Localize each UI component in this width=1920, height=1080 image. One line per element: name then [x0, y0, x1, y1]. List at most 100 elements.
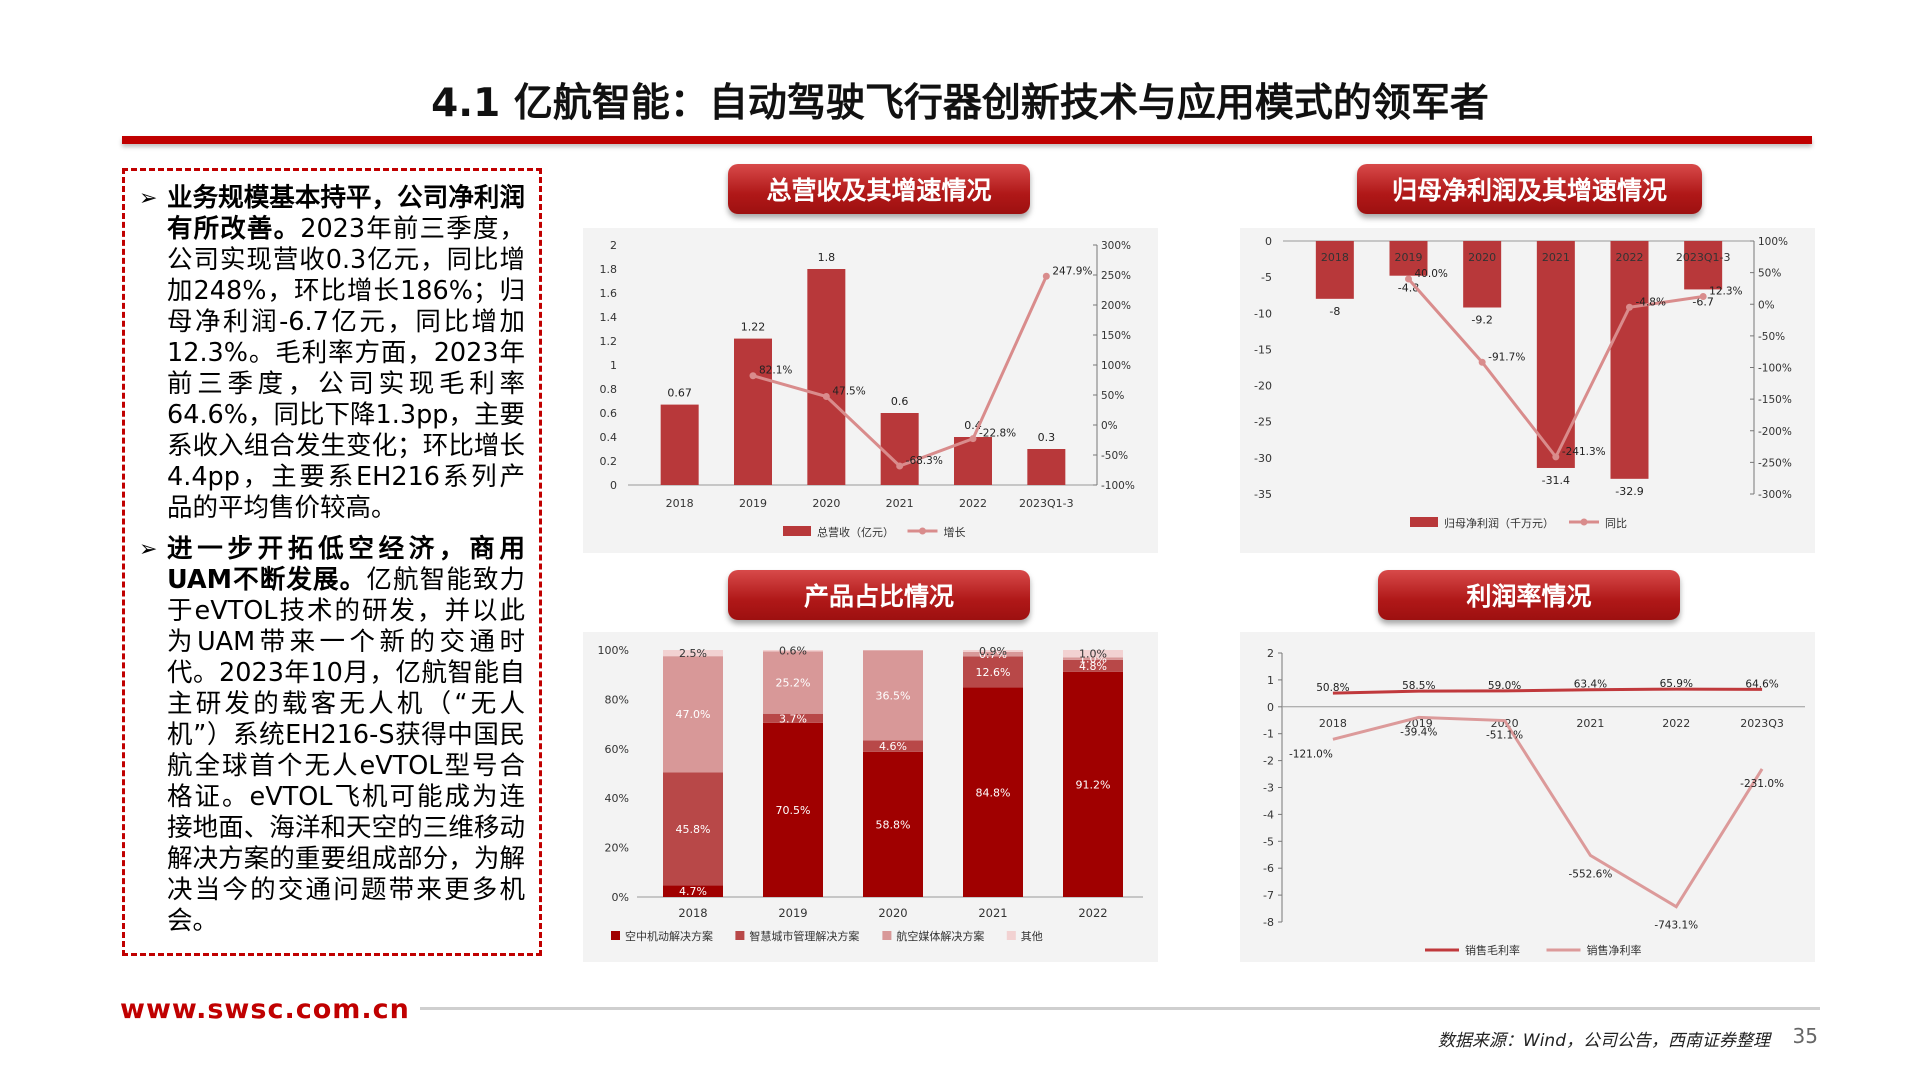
segment-value-label: 2.5% — [679, 647, 707, 660]
y-left-tick-label: 1.4 — [600, 311, 618, 324]
data-source: 数据来源：Wind，公司公告，西南证券整理 — [1437, 1031, 1770, 1051]
bar-value-label: -31.4 — [1542, 474, 1570, 487]
y-right-tick-label: 100% — [1758, 236, 1788, 248]
bar — [734, 338, 772, 485]
stacked-segment — [763, 650, 823, 652]
y-left-tick-label: -30 — [1254, 452, 1272, 465]
x-tick-label: 2022 — [1662, 717, 1690, 730]
legend-label: 销售毛利率 — [1465, 943, 1520, 957]
stacked-segment — [663, 772, 723, 886]
y-right-tick-label: -50% — [1101, 450, 1128, 462]
segment-value-label: 4.6% — [879, 740, 907, 753]
segment-value-label: 12.6% — [976, 666, 1011, 679]
y-right-tick-label: 50% — [1758, 268, 1781, 280]
y-left-tick-label: 2 — [610, 239, 617, 252]
growth-value-label: -22.8% — [979, 428, 1016, 440]
growth-value-label: -4.8% — [1636, 296, 1666, 308]
bar — [807, 269, 846, 485]
footer-url: www.swsc.com.cn — [120, 994, 410, 1025]
growth-value-label: -68.3% — [906, 455, 943, 467]
growth-point — [1405, 275, 1412, 283]
legend-marker-line — [919, 527, 926, 535]
margin-value-label: -121.0% — [1289, 748, 1333, 760]
margin-value-label: 65.9% — [1660, 678, 1693, 690]
legend-swatch — [611, 931, 620, 940]
legend-label-bars: 总营收（亿元） — [817, 525, 894, 539]
bar — [1027, 449, 1066, 485]
y-left-tick-label: -25 — [1254, 416, 1272, 429]
segment-value-label: 91.2% — [1076, 778, 1111, 791]
bar-value-label: -9.2 — [1471, 314, 1492, 327]
y-right-tick-label: 300% — [1101, 240, 1131, 252]
bullet-2-body: 亿航智能致力于eVTOL技术的研发，并以此为UAM带来一个新的交通时代。2023… — [167, 565, 525, 936]
bar-value-label: -8 — [1329, 305, 1340, 318]
y-right-tick-label: 0% — [1758, 299, 1775, 311]
stacked-segment — [963, 650, 1023, 652]
page-number: 35 — [1792, 1024, 1818, 1048]
title-underline — [122, 136, 1812, 144]
bar — [660, 404, 699, 485]
legend-label: 智慧城市管理解决方案 — [749, 929, 859, 943]
x-tick-label: 2022 — [1616, 251, 1644, 264]
y-left-tick-label: 0 — [610, 479, 617, 492]
growth-value-label: 12.3% — [1709, 285, 1742, 297]
y-tick-label: 2 — [1267, 647, 1274, 660]
segment-value-label: 0.6% — [779, 645, 807, 658]
y-tick-label: 20% — [605, 842, 629, 855]
x-tick-label: 2020 — [812, 497, 840, 510]
growth-value-label: -91.7% — [1488, 351, 1525, 363]
y-tick-label: 0% — [612, 891, 629, 904]
margin-value-label: 63.4% — [1574, 679, 1607, 691]
growth-point — [822, 393, 830, 400]
y-right-tick-label: 100% — [1101, 360, 1131, 372]
stacked-segment — [663, 650, 723, 657]
bar-value-label: -32.9 — [1615, 485, 1643, 498]
y-left-tick-label: -35 — [1254, 488, 1272, 501]
stacked-segment — [863, 740, 923, 752]
y-tick-label: -3 — [1263, 782, 1274, 795]
stacked-segment — [763, 651, 823, 714]
segment-value-label: 45.8% — [676, 823, 711, 836]
panel-revenue-bg — [583, 228, 1158, 553]
bar — [954, 437, 992, 485]
margin-value-label: 64.6% — [1745, 678, 1778, 690]
y-tick-label: -4 — [1263, 808, 1274, 821]
bar-value-label: 1.22 — [741, 321, 766, 334]
stacked-segment — [863, 650, 923, 741]
stacked-segment — [863, 751, 923, 897]
growth-point — [896, 462, 904, 470]
bar-value-label: 1.8 — [818, 251, 836, 264]
y-left-tick-label: 0 — [1265, 235, 1272, 248]
margin-value-label: -743.1% — [1654, 920, 1698, 932]
y-tick-label: -7 — [1263, 889, 1274, 902]
stacked-segment — [1063, 650, 1123, 658]
y-left-tick-label: 0.6 — [600, 407, 618, 420]
arrow-bullet-icon: ➢ — [139, 537, 158, 562]
chart-mix: 0% 20% 40% 60% 80% 100% 4.7% 45.8% 47.0% 2.5% 2018… — [598, 644, 1143, 943]
segment-value-label: 84.8% — [976, 786, 1011, 799]
legend-label: 航空媒体解决方案 — [896, 929, 984, 943]
banner-mix: 产品占比情况 — [728, 570, 1030, 620]
bullet-2-head: 进一步开拓低空经济，商用UAM不断发展。 — [167, 534, 525, 595]
bar — [1315, 241, 1354, 299]
x-tick-label: 2023Q1-3 — [1676, 251, 1731, 264]
x-tick-label: 2020 — [878, 906, 907, 920]
x-tick-label: 2019 — [739, 497, 767, 510]
x-tick-label: 2021 — [978, 906, 1007, 920]
x-tick-label: 2022 — [1078, 906, 1107, 920]
legend-label-bars: 归母净利润（千万元） — [1444, 516, 1554, 530]
bar — [1684, 241, 1723, 290]
growth-value-label: 82.1% — [759, 365, 792, 377]
y-tick-label: 60% — [605, 743, 629, 756]
margin-value-label: 58.5% — [1402, 680, 1435, 692]
y-right-tick-label: 250% — [1101, 270, 1131, 282]
banner-revenue: 总营收及其增速情况 — [728, 164, 1030, 214]
legend-marker-line — [1580, 518, 1588, 526]
y-left-tick-label: -15 — [1254, 343, 1272, 356]
margin-value-label: -51.1% — [1486, 730, 1523, 742]
growth-value-label: 247.9% — [1052, 265, 1092, 277]
x-tick-label: 2019 — [778, 906, 807, 920]
y-right-tick-label: -150% — [1758, 394, 1792, 406]
y-left-tick-label: 0.4 — [600, 431, 618, 444]
